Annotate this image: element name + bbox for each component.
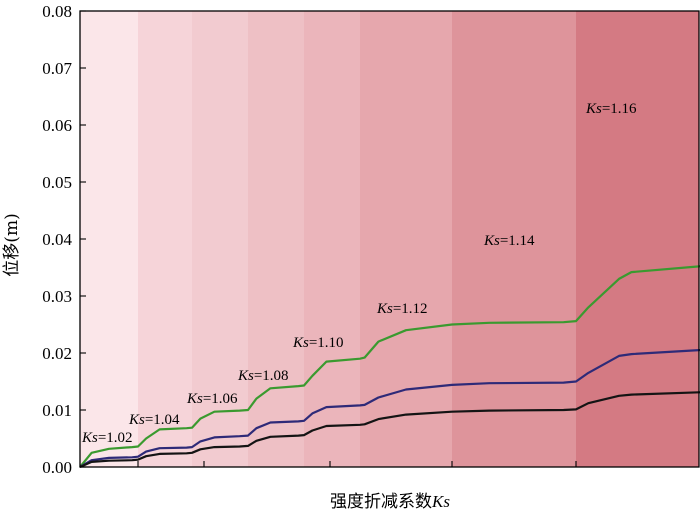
x-axis-ticks xyxy=(137,461,577,467)
stage-label-4: Ks=1.08 xyxy=(237,368,289,384)
y-tick-label-6: 0.06 xyxy=(42,116,72,135)
series-line-1 xyxy=(79,265,700,468)
stage-label-6: Ks=1.12 xyxy=(376,301,428,317)
stage-band-2 xyxy=(138,11,192,467)
series-lines xyxy=(79,265,700,469)
y-tick-label-7: 0.07 xyxy=(42,59,72,78)
stage-label-3: Ks=1.06 xyxy=(186,391,238,407)
stage-label-7: Ks=1.14 xyxy=(483,233,535,249)
stage-band-5 xyxy=(304,11,360,467)
x-axis-title: 强度折减系数Ks xyxy=(330,492,450,512)
y-axis-title: 位移(m) xyxy=(2,213,22,276)
plot-frame xyxy=(79,10,700,468)
stage-band-1 xyxy=(80,11,138,467)
stage-annotations: Ks=1.02 Ks=1.04 Ks=1.06 Ks=1.08 Ks=1.10 Ks=1.… xyxy=(81,101,637,446)
y-tick-label-0: 0.00 xyxy=(42,458,72,477)
stage-band-4 xyxy=(248,11,304,467)
series-line-2 xyxy=(79,348,700,468)
x-axis-title-text: 强度折减系数 xyxy=(330,492,432,512)
stage-label-2: Ks=1.04 xyxy=(128,412,180,428)
y-tick-label-8: 0.08 xyxy=(42,2,72,21)
stage-band-6 xyxy=(360,11,452,467)
y-tick-label-4: 0.04 xyxy=(42,230,72,249)
stage-band-3 xyxy=(192,11,248,467)
y-tick-label-1: 0.01 xyxy=(42,401,72,420)
stage-band-8 xyxy=(576,11,699,467)
y-tick-label-3: 0.03 xyxy=(42,287,72,306)
stage-label-1: Ks=1.02 xyxy=(81,430,133,446)
stage-label-8: Ks=1.16 xyxy=(585,101,637,117)
x-axis-title-symbol: Ks xyxy=(431,492,450,511)
stage-background-bands xyxy=(80,11,699,467)
stage-band-7 xyxy=(452,11,576,467)
series-line-3 xyxy=(79,391,700,469)
stage-label-5: Ks=1.10 xyxy=(292,335,344,351)
y-tick-label-5: 0.05 xyxy=(42,173,72,192)
y-tick-label-2: 0.02 xyxy=(42,344,72,363)
y-axis: 0.00 0.01 0.02 0.03 0.04 0.05 0.06 0.07 0.08 xyxy=(42,2,86,477)
